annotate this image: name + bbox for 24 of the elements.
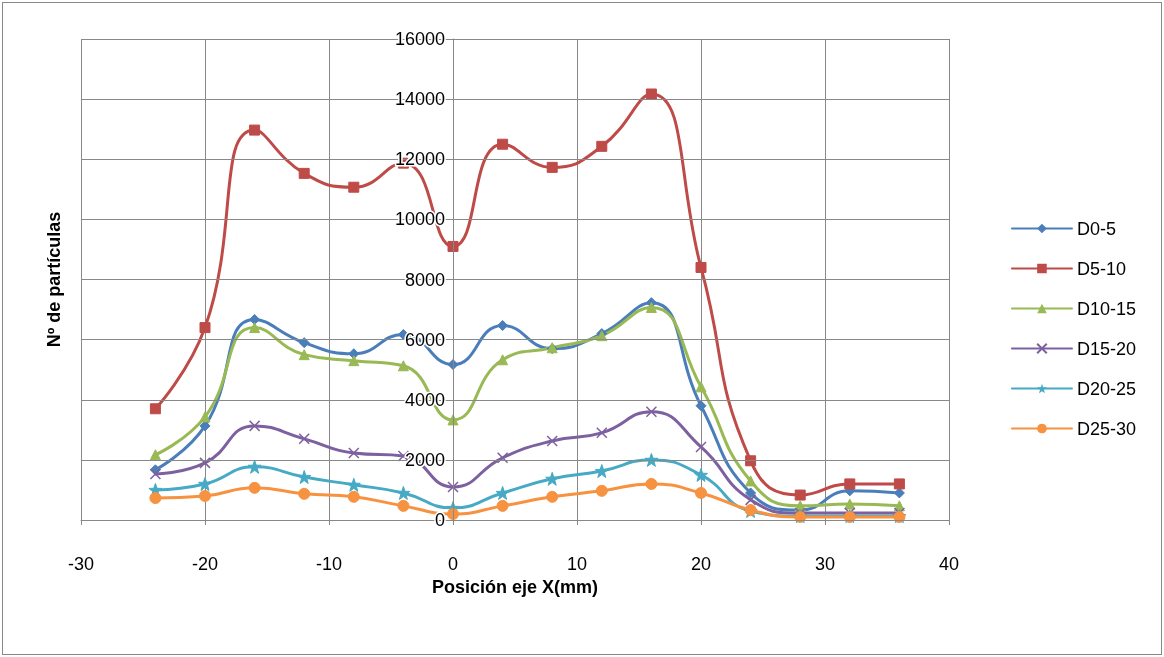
y-tick-label: 0 bbox=[434, 510, 445, 530]
x-tick-label: 30 bbox=[814, 554, 836, 574]
y-tick-label: 16000 bbox=[394, 29, 445, 49]
legend-label: D25-30 bbox=[1076, 418, 1137, 439]
x-tick-label: -10 bbox=[315, 554, 343, 574]
y-tick-label: 4000 bbox=[404, 389, 445, 410]
legend-label: D20-25 bbox=[1076, 378, 1137, 399]
legend-label: D0-5 bbox=[1076, 218, 1116, 239]
x-tick-label: -20 bbox=[191, 554, 219, 574]
legend-label: D15-20 bbox=[1076, 338, 1137, 359]
x-tick-label: 10 bbox=[566, 554, 588, 574]
legend-label: D5-10 bbox=[1076, 258, 1126, 279]
legend-label: D10-15 bbox=[1076, 298, 1137, 319]
y-tick-label: 12000 bbox=[394, 149, 445, 170]
y-tick-label: 14000 bbox=[394, 89, 445, 110]
x-tick-label: -30 bbox=[67, 554, 95, 574]
y-axis-title: Nº de partículas bbox=[44, 211, 64, 348]
y-tick-label: 2000 bbox=[404, 449, 445, 470]
x-tick-label: 0 bbox=[447, 554, 459, 574]
y-tick-label: 8000 bbox=[404, 269, 445, 290]
x-axis-title: Posición eje X(mm) bbox=[431, 576, 599, 597]
x-tick-label: 40 bbox=[938, 554, 960, 574]
y-tick-label: 6000 bbox=[404, 329, 445, 350]
x-tick-label: 20 bbox=[690, 554, 712, 574]
